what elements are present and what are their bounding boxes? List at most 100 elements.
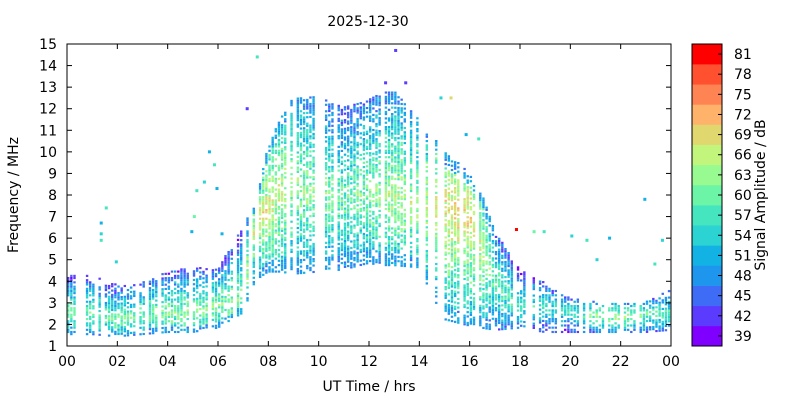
heatmap-cell <box>425 215 429 218</box>
heatmap-cell <box>265 245 268 248</box>
heatmap-cell <box>177 330 180 334</box>
heatmap-cell <box>312 182 315 185</box>
heatmap-cell <box>312 234 315 237</box>
heatmap-cell <box>501 250 504 253</box>
heatmap-cell <box>324 103 328 106</box>
heatmap-cell <box>391 257 394 260</box>
heatmap-cell <box>507 254 510 257</box>
heatmap-cell <box>218 319 221 322</box>
heatmap-cell <box>324 166 328 169</box>
heatmap-cell <box>488 274 491 277</box>
heatmap-cell <box>435 198 438 201</box>
heatmap-cell <box>409 200 413 203</box>
heatmap-cell <box>104 301 108 305</box>
heatmap-cell <box>655 299 658 302</box>
heatmap-cell <box>592 300 595 303</box>
heatmap-cell <box>457 274 460 277</box>
heatmap-cell <box>387 192 391 195</box>
heatmap-cell <box>447 178 451 182</box>
heatmap-cell <box>312 245 315 248</box>
heatmap-cell <box>409 142 413 145</box>
heatmap-cell <box>350 115 353 118</box>
heatmap-cell <box>73 281 76 284</box>
heatmap-cell <box>576 315 580 318</box>
heatmap-cell <box>302 137 306 141</box>
heatmap-cell <box>328 226 331 229</box>
heatmap-cell <box>202 322 205 325</box>
heatmap-cell <box>457 179 460 182</box>
heatmap-cell <box>302 181 306 184</box>
heatmap-cell <box>350 225 353 228</box>
heatmap-cell <box>290 194 293 197</box>
heatmap-cell <box>133 312 136 315</box>
heatmap-cell <box>369 145 372 148</box>
heatmap-cell <box>89 326 92 329</box>
heatmap-cell <box>375 133 378 136</box>
heatmap-cell <box>120 308 123 312</box>
heatmap-cell <box>328 198 331 201</box>
heatmap-cell <box>485 288 488 291</box>
heatmap-cell <box>284 254 287 257</box>
heatmap-cell <box>400 262 403 265</box>
heatmap-cell <box>664 301 668 304</box>
heatmap-cell <box>73 296 76 299</box>
heatmap-cell <box>328 209 331 212</box>
heatmap-cell <box>224 255 227 258</box>
heatmap-cell <box>340 136 344 140</box>
heatmap-cell <box>369 158 372 161</box>
heatmap-cell <box>457 220 460 223</box>
heatmap-cell <box>564 307 567 310</box>
heatmap-cell <box>485 262 488 265</box>
heatmap-cell <box>387 130 391 133</box>
heatmap-cell <box>394 91 397 94</box>
heatmap-cell <box>466 239 469 243</box>
heatmap-cell <box>658 325 661 328</box>
heatmap-cell <box>346 193 350 196</box>
heatmap-cell <box>507 323 510 326</box>
heatmap-cell <box>362 144 366 147</box>
y-tick-label: 2 <box>48 317 57 333</box>
heatmap-cell <box>425 219 429 222</box>
heatmap-cell <box>309 135 312 138</box>
heatmap-cell <box>177 296 180 299</box>
heatmap-cell <box>309 130 312 134</box>
heatmap-cell <box>246 286 249 289</box>
heatmap-cell <box>365 171 369 174</box>
heatmap-cell <box>642 322 646 325</box>
heatmap-cell <box>309 215 312 218</box>
heatmap-cell <box>592 322 595 325</box>
heatmap-cell <box>425 250 429 253</box>
heatmap-cell <box>353 207 356 210</box>
heatmap-cell <box>378 123 381 126</box>
heatmap-cell <box>516 300 520 303</box>
heatmap-cell <box>378 188 381 191</box>
heatmap-cell <box>340 199 344 202</box>
heatmap-cell <box>205 304 208 307</box>
heatmap-cell <box>362 200 366 203</box>
heatmap-cell <box>614 315 617 318</box>
heatmap-cell <box>328 109 331 113</box>
scatter-point <box>660 238 664 242</box>
heatmap-cell <box>611 317 614 321</box>
heatmap-cell <box>497 242 501 245</box>
heatmap-cell <box>545 320 548 323</box>
heatmap-cell <box>346 211 350 214</box>
heatmap-cell <box>384 190 388 193</box>
heatmap-cell <box>435 247 438 251</box>
heatmap-cell <box>290 145 293 148</box>
heatmap-cell <box>299 261 303 264</box>
heatmap-cell <box>378 149 381 152</box>
heatmap-cell <box>365 249 369 252</box>
heatmap-cell <box>98 286 101 289</box>
heatmap-cell <box>306 174 309 177</box>
heatmap-cell <box>296 144 300 148</box>
heatmap-cell <box>180 296 183 299</box>
heatmap-cell <box>520 296 523 299</box>
heatmap-cell <box>346 129 350 132</box>
colorbar-tick-label: 66 <box>734 148 752 164</box>
heatmap-cell <box>85 300 89 303</box>
colorbar-tick-label: 57 <box>734 208 752 224</box>
heatmap-cell <box>450 218 454 221</box>
heatmap-cell <box>372 243 375 246</box>
heatmap-cell <box>280 147 284 150</box>
